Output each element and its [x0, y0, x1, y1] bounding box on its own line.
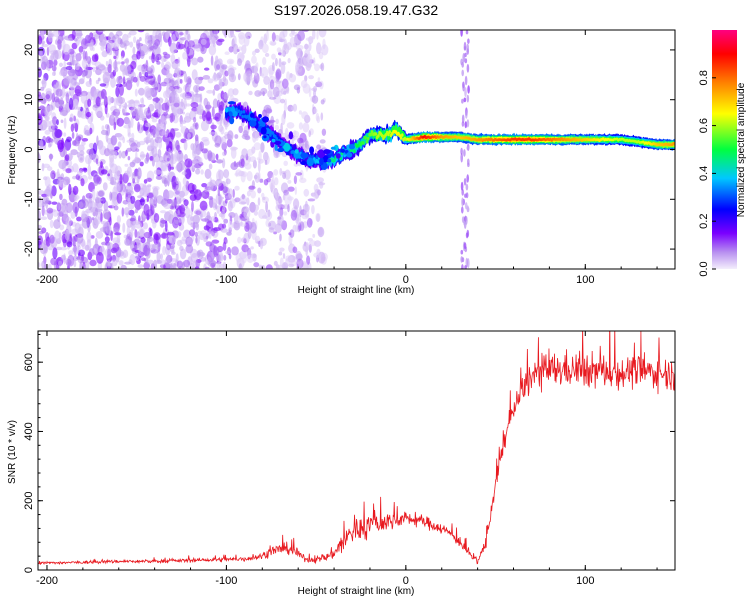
spectrogram-x-tick-label: -200 — [36, 274, 58, 286]
snr-y-tick-label: 400 — [23, 422, 35, 440]
snr-y-axis-label: SNR (10 * v/v) — [7, 420, 18, 484]
snr-plot-area — [38, 331, 675, 565]
spectrogram-x-tick-label: 0 — [403, 274, 409, 286]
snr-y-tick-label: 0 — [23, 567, 35, 573]
figure-title: S197.2026.058.19.47.G32 — [274, 2, 438, 18]
snr-series-line — [38, 331, 675, 565]
spectrogram-x-tick-label: 100 — [576, 274, 594, 286]
colorbar-ticks: 0.0 0.2 0.4 0.6 0.8 — [698, 70, 716, 277]
snr-x-axis-label: Height of straight line (km) — [298, 586, 415, 597]
snr-axes: -200 -100 0 100 0 200 400 600 — [23, 331, 675, 587]
spectrogram-y-axis-label: Frequency (Hz) — [7, 116, 18, 185]
colorbar-gradient — [712, 30, 737, 269]
spectrogram-ridge — [224, 101, 675, 171]
snr-frame — [37, 330, 676, 571]
snr-x-tick-label: -200 — [36, 575, 58, 587]
snr-y-tick-label: 200 — [23, 492, 35, 510]
colorbar-tick-label: 0.6 — [698, 118, 710, 133]
spectrogram-y-tick-label: -10 — [23, 191, 35, 207]
spectrogram-y-tick-label: -20 — [23, 241, 35, 257]
snr-y-tick-label: 600 — [23, 353, 35, 371]
snr-panel: -200 -100 0 100 0 200 400 600 Height of straigh… — [7, 330, 676, 597]
snr-x-tick-label: -100 — [215, 575, 237, 587]
colorbar-tick-label: 0.2 — [698, 214, 710, 229]
spectrogram-plot-area — [38, 30, 675, 269]
spectrogram-y-tick-label: 0 — [23, 146, 35, 152]
spectrogram-noise-speckle — [38, 30, 470, 269]
colorbar-tick-label: 0.8 — [698, 70, 710, 85]
colorbar: 0.0 0.2 0.4 0.6 0.8 Normalized spectral ampl… — [698, 30, 747, 277]
snr-x-tick-label: 100 — [576, 575, 594, 587]
spectrogram-y-tick-label: 10 — [23, 94, 35, 106]
spectrogram-x-tick-label: -100 — [215, 274, 237, 286]
colorbar-tick-label: 0.0 — [698, 261, 710, 276]
snr-x-tick-label: 0 — [403, 575, 409, 587]
colorbar-tick-label: 0.4 — [698, 166, 710, 181]
colorbar-label: Normalized spectral amplitude — [736, 82, 747, 217]
spectrogram-x-axis-label: Height of straight line (km) — [298, 285, 415, 296]
spectrogram-y-tick-label: 20 — [23, 44, 35, 56]
